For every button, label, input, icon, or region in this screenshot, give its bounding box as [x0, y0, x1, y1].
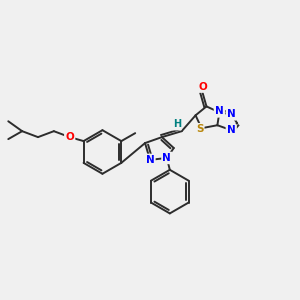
- Text: N: N: [227, 109, 236, 119]
- Text: N: N: [215, 106, 224, 116]
- Text: N: N: [227, 125, 236, 135]
- Text: N: N: [146, 155, 154, 165]
- Text: S: S: [196, 124, 203, 134]
- Text: O: O: [198, 82, 207, 92]
- Text: N: N: [163, 153, 171, 163]
- Text: H: H: [173, 119, 181, 129]
- Text: O: O: [65, 132, 74, 142]
